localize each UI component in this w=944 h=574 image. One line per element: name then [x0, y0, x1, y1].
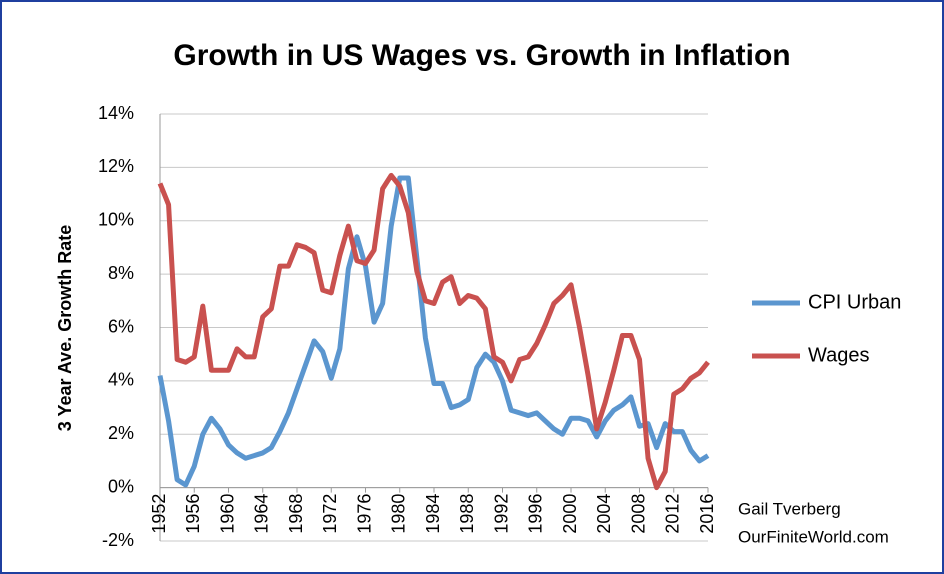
x-tick-label: 2016: [697, 494, 717, 534]
y-tick-label: 10%: [98, 210, 134, 230]
chart-title: Growth in US Wages vs. Growth in Inflati…: [173, 39, 790, 72]
x-tick-label: 2000: [560, 494, 580, 534]
y-tick-label: 0%: [108, 476, 134, 496]
x-tick-label: 1964: [252, 494, 272, 534]
legend-label: CPI Urban: [808, 291, 901, 313]
line-series: [157, 175, 710, 488]
y-tick-label: 4%: [108, 370, 134, 390]
y-tick-label: 8%: [108, 263, 134, 283]
x-tick-label: 2004: [594, 494, 614, 534]
y-tick-label: -2%: [102, 530, 134, 550]
legend-label: Wages: [808, 344, 870, 366]
y-tick-label: 2%: [108, 423, 134, 443]
x-tick-label: 1968: [286, 494, 306, 534]
x-tick-label: 1980: [389, 494, 409, 534]
x-tick-label: 1992: [491, 494, 511, 534]
annotation: OurFiniteWorld.com: [738, 527, 889, 546]
x-tick-label: 1972: [320, 494, 340, 534]
y-tick-label: 14%: [98, 103, 134, 123]
y-tick-label: 6%: [108, 316, 134, 336]
x-tick-label: 1976: [354, 494, 374, 534]
x-tick-label: 2008: [628, 494, 648, 534]
x-tick-label: 1984: [423, 494, 443, 534]
y-axis-label: 3 Year Ave. Growth Rate: [55, 225, 75, 431]
x-tick-label: 1952: [149, 494, 169, 534]
x-tick-label: 1996: [526, 494, 546, 534]
annotation: Gail Tverberg: [738, 499, 841, 518]
x-tick-label: 2012: [663, 494, 683, 534]
y-tick-label: 12%: [98, 156, 134, 176]
line-series: [157, 172, 710, 491]
x-tick-label: 1956: [183, 494, 203, 534]
x-tick-label: 1988: [457, 494, 477, 534]
x-tick-label: 1960: [217, 494, 237, 534]
